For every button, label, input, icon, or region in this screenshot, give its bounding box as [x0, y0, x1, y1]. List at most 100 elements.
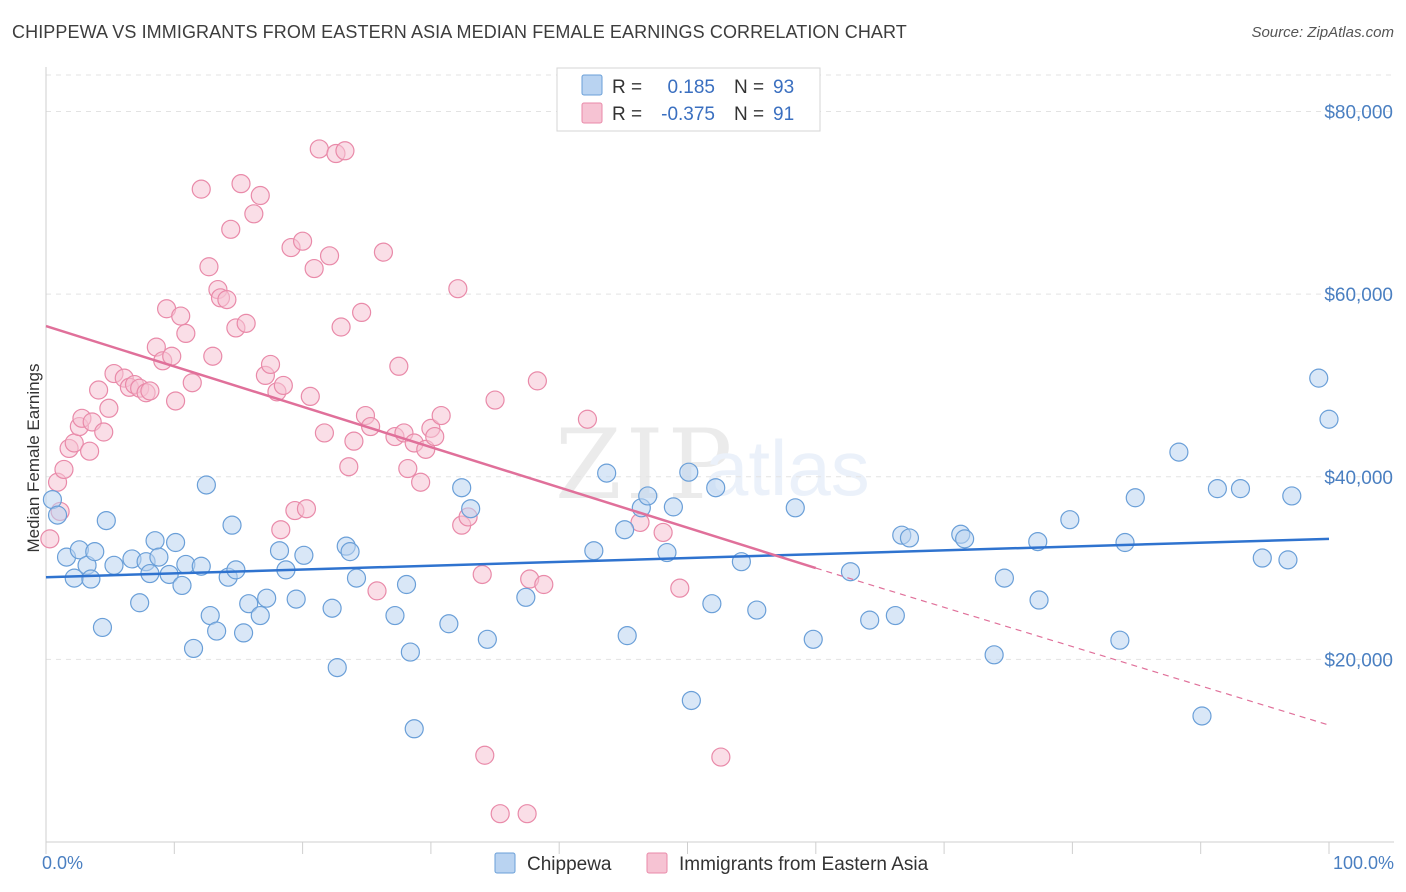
legend-swatch-chippewa [581, 74, 603, 96]
legend: R = 0.185 N = 93 R = -0.375 N = 91 [556, 67, 821, 132]
immigrants-point-27 [182, 373, 202, 393]
chippewa-point-59 [679, 462, 699, 482]
chippewa-point-79 [1110, 630, 1130, 650]
chippewa-point-83 [1192, 706, 1212, 726]
immigrants-point-72 [425, 426, 445, 447]
chippewa-point-89 [1309, 368, 1329, 388]
chippewa-point-28 [226, 560, 246, 580]
immigrants-point-12 [99, 398, 119, 418]
chippewa-point-21 [183, 638, 204, 659]
chippewa-point-6 [81, 569, 101, 589]
immigrants-point-24 [165, 391, 186, 411]
chippewa-point-53 [615, 520, 635, 540]
immigrants-point-89 [711, 747, 731, 767]
chippewa-point-61 [702, 594, 722, 614]
legend-n-label-0: N = [734, 77, 764, 98]
chippewa-point-84 [1207, 479, 1227, 499]
chippewa-point-87 [1278, 550, 1298, 570]
immigrants-point-30 [203, 346, 223, 366]
immigrants-point-29 [199, 257, 219, 277]
legend-swatch-immigrants [581, 102, 603, 124]
chippewa-point-68 [860, 610, 880, 630]
chippewa-point-10 [104, 555, 124, 575]
chart-title: CHIPPEWA VS IMMIGRANTS FROM EASTERN ASIA… [12, 22, 907, 42]
immigrants-point-10 [89, 380, 109, 400]
immigrants-point-56 [335, 141, 355, 161]
chippewa-point-57 [657, 542, 677, 563]
y-tick-labels: $20,000 $40,000 $60,000 $80,000 [1324, 103, 1393, 672]
immigrants-point-3 [54, 459, 74, 480]
x-tick-label-0: 0.0% [42, 853, 83, 873]
chippewa-point-86 [1252, 548, 1272, 568]
chippewa-point-48 [461, 499, 481, 519]
immigrants-point-84 [534, 574, 554, 595]
chippewa-point-35 [286, 589, 306, 609]
y-tick-label-1: $40,000 [1324, 468, 1393, 489]
chippewa-point-81 [1125, 488, 1145, 508]
chippewa-point-80 [1115, 532, 1135, 553]
immigrants-point-0 [40, 529, 60, 549]
chippewa-point-1 [47, 505, 68, 525]
immigrants-point-43 [271, 520, 291, 540]
chippewa-point-42 [385, 605, 405, 626]
immigrants-point-87 [653, 522, 673, 543]
chippewa-point-62 [706, 478, 726, 498]
chippewa-point-33 [269, 541, 290, 561]
y-tick-label-2: $60,000 [1324, 285, 1393, 306]
y-tick-label-0: $20,000 [1324, 650, 1393, 671]
immigrants-point-78 [475, 745, 495, 765]
chippewa-point-50 [516, 587, 536, 607]
legend-r-value-1: -0.375 [661, 104, 715, 125]
immigrants-point-25 [171, 306, 191, 326]
legend-n-label-1: N = [734, 104, 764, 125]
immigrants-point-11 [94, 422, 114, 442]
chippewa-point-77 [1029, 590, 1049, 610]
chippewa-point-51 [584, 541, 604, 561]
chippewa-point-31 [250, 605, 270, 626]
immigrants-point-83 [527, 371, 547, 391]
chippewa-point-25 [207, 621, 227, 641]
axes [45, 67, 1394, 854]
chippewa-point-71 [899, 528, 920, 548]
chippewa-point-49 [477, 629, 497, 649]
immigrants-point-62 [367, 581, 387, 601]
x-tick-label-100: 100.0% [1333, 853, 1394, 873]
chippewa-point-76 [1028, 531, 1048, 552]
chippewa-point-16 [149, 547, 169, 567]
immigrants-point-73 [431, 405, 451, 426]
chippewa-point-69 [885, 605, 905, 626]
immigrants-point-36 [231, 174, 251, 194]
legend-r-value-0: 0.185 [667, 77, 715, 98]
immigrants-point-38 [244, 204, 264, 224]
immigrants-point-67 [398, 458, 418, 479]
legend-r-label-1: R = [612, 104, 642, 125]
immigrants-point-80 [490, 804, 510, 824]
chippewa-point-52 [597, 463, 617, 483]
chippewa-point-18 [165, 532, 186, 553]
chippewa-point-60 [681, 690, 701, 711]
immigrants-point-41 [260, 354, 281, 375]
chippewa-point-43 [396, 574, 417, 595]
immigrants-point-19 [140, 381, 160, 401]
bottom-legend-label-chippewa: Chippewa [527, 854, 612, 875]
chippewa-trend-line [45, 537, 1330, 579]
legend-r-label-0: R = [612, 77, 642, 98]
immigrants-point-49 [300, 386, 320, 407]
chippewa-point-27 [222, 515, 242, 535]
immigrants-point-58 [344, 431, 364, 451]
chippewa-point-30 [239, 594, 259, 614]
immigrants-point-33 [217, 290, 237, 310]
immigrants-point-85 [577, 409, 598, 429]
chippewa-point-9 [96, 510, 116, 531]
chippewa-point-65 [785, 498, 805, 518]
immigrants-point-34 [221, 219, 241, 239]
chippewa-point-67 [840, 562, 861, 582]
immigrants-point-8 [80, 441, 100, 461]
legend-n-value-0: 93 [773, 77, 794, 98]
chippewa-point-37 [322, 598, 342, 618]
chippewa-point-41 [346, 568, 367, 588]
immigrants-point-55 [331, 317, 351, 337]
chippewa-point-19 [172, 575, 192, 596]
legend-n-value-1: 91 [773, 104, 794, 125]
